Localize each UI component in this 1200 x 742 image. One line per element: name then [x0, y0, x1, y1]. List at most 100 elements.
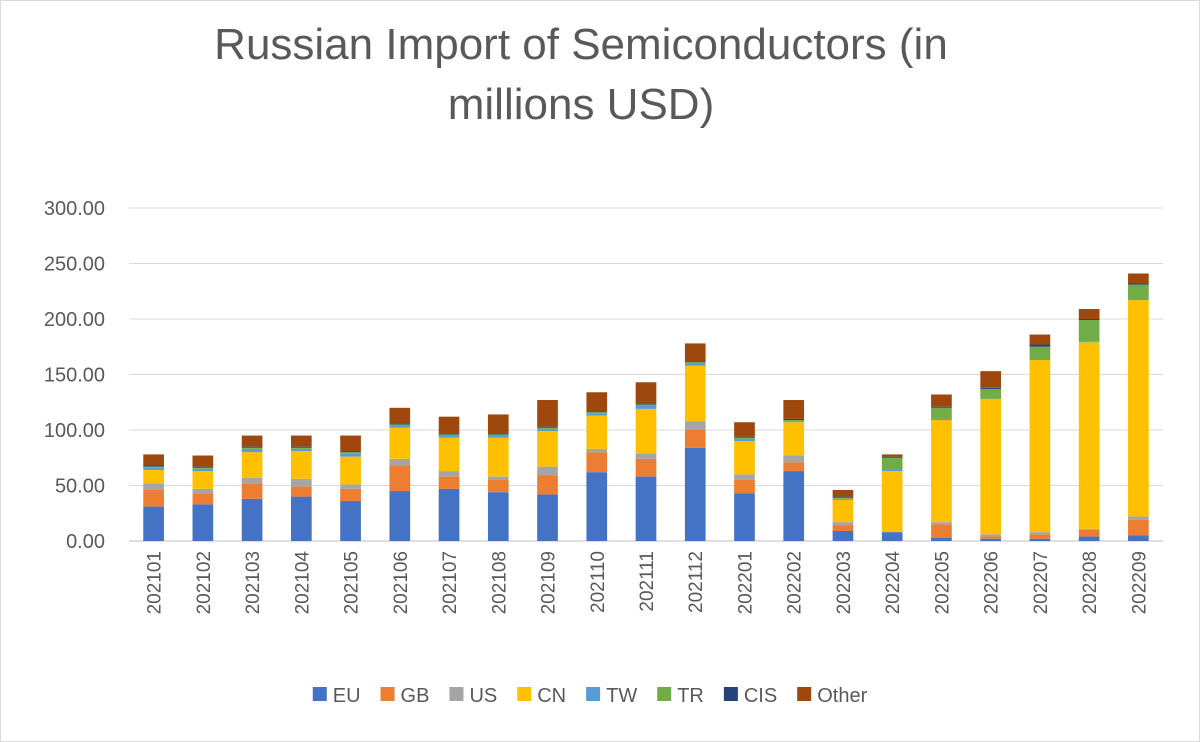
bar-segment-us [438, 471, 460, 477]
bar-segment-cn [586, 415, 608, 449]
bar-segment-us [192, 488, 214, 494]
x-tick-label: 202108 [489, 551, 510, 614]
y-tick-label: 0.00 [66, 531, 105, 553]
bar-segment-cis [684, 361, 706, 363]
bar-segment-tw [783, 421, 805, 423]
bar-segment-us [389, 458, 411, 466]
bar-segment-gb [586, 452, 608, 473]
bar-segment-tr [980, 388, 1002, 399]
bar-segment-eu [586, 472, 608, 541]
bar-segment-tr [881, 457, 903, 470]
bar-segment-eu [241, 498, 263, 541]
y-tick-label: 150.00 [44, 365, 105, 387]
bar-segment-cn [487, 437, 509, 477]
bar-segment-tw [635, 405, 657, 409]
x-tick-label: 202204 [883, 551, 904, 615]
bar-segment-cn [684, 365, 706, 422]
bar-segment-cis [389, 423, 411, 425]
bar-segment-cn [635, 408, 657, 454]
bar-segment-cn [143, 469, 164, 484]
bar-segment-tr [783, 420, 805, 422]
bar-segment-eu [438, 488, 460, 541]
x-tick-label: 202202 [785, 551, 806, 614]
bar-segment-cn [783, 422, 805, 456]
bar-segment-eu [931, 537, 952, 541]
bar-segment-gb [192, 493, 214, 505]
bar-segment-cn [1078, 342, 1100, 529]
bar-segment-tw [241, 448, 263, 453]
bar-segment-tr [487, 434, 509, 436]
bar-segment-us [143, 483, 164, 490]
bar-segment-gb [438, 476, 460, 489]
bar-segment-cn [290, 451, 312, 479]
bar-segment-us [980, 534, 1002, 537]
bar-segment-tw [143, 467, 164, 470]
bar-segment-other [931, 394, 952, 407]
bar-segment-cis [340, 451, 361, 453]
bar-segment-other [389, 407, 411, 424]
bar-segment-other [684, 343, 706, 362]
bar-segment-tr [241, 447, 263, 449]
bar-segment-us [340, 484, 361, 489]
bar-segment-tr [438, 434, 460, 436]
bar-segment-eu [1029, 538, 1051, 541]
bar-segment-tw [487, 435, 509, 438]
bar-segment-eu [980, 538, 1002, 541]
legend-swatch-tw [586, 687, 601, 701]
y-tick-label: 300.00 [44, 198, 105, 220]
bar-segment-us [487, 476, 509, 480]
chart-title-line-1: Russian Import of Semiconductors (in [214, 20, 948, 69]
bar-segment-eu [635, 476, 657, 541]
bar-segment-cis [438, 433, 460, 435]
bar-segment-gb [783, 462, 805, 472]
bar-segment-gb [635, 458, 657, 477]
bar-segment-gb [537, 475, 558, 495]
bar-segment-gb [290, 486, 312, 497]
bar-segment-cis [832, 496, 854, 498]
bar-segment-us [241, 477, 263, 484]
bar-segment-us [1128, 516, 1149, 520]
x-tick-label: 202109 [539, 551, 560, 614]
bar-segment-other [143, 454, 164, 466]
bar-segment-tr [832, 497, 854, 499]
bar-segment-other [586, 392, 608, 412]
bar-segment-us [1029, 532, 1051, 535]
bar-segment-tw [832, 498, 854, 500]
bar-segment-tw [389, 425, 411, 428]
bar-segment-gb [487, 479, 509, 493]
x-axis: 202101 202102 202103 202104 202105 202106 2021… [145, 551, 1151, 615]
bar-segment-tw [734, 438, 755, 442]
bar-segment-cn [340, 456, 361, 485]
y-tick-label: 100.00 [44, 420, 105, 442]
bar-segment-gb [1128, 519, 1149, 536]
x-tick-label: 202111 [637, 551, 658, 612]
bar-segment-tw [1128, 299, 1149, 301]
bar-segment-other [734, 422, 755, 437]
legend-label-gb: GB [401, 685, 430, 707]
legend-label-cn: CN [537, 685, 566, 707]
x-tick-label: 202105 [342, 551, 363, 614]
bar-segment-tw [586, 413, 608, 416]
bar-segment-eu [1078, 536, 1100, 541]
legend-swatch-cis [723, 687, 738, 701]
bar-segment-tr [290, 447, 312, 449]
bar-segment-us [586, 448, 608, 453]
legend-label-cis: CIS [744, 685, 777, 707]
bar-segment-gb [143, 489, 164, 507]
bar-segment-tw [1078, 341, 1100, 343]
x-tick-label: 202104 [292, 551, 313, 615]
bar-segment-gb [684, 430, 706, 448]
bar-segment-tr [143, 466, 164, 468]
bar-segment-cn [537, 431, 558, 467]
bar-segment-gb [832, 525, 854, 532]
bar-segment-cis [586, 411, 608, 413]
bar-segment-cn [734, 441, 755, 475]
bar-segment-eu [684, 447, 706, 541]
bar-segment-tr [635, 404, 657, 406]
bar-segment-us [832, 522, 854, 526]
bar-segment-eu [783, 471, 805, 541]
y-axis: 0.00 50.00 100.00 150.00 200.00 250.00 300.00 [44, 198, 105, 553]
bar-segment-other [881, 454, 903, 457]
